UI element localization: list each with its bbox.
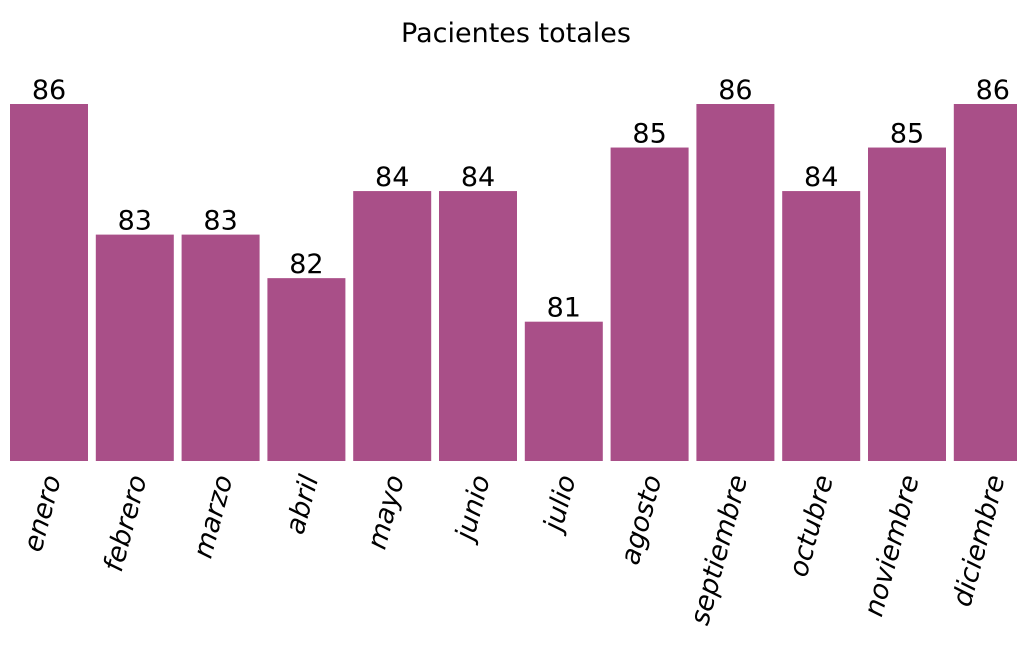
x-tick-label: febrero — [98, 472, 153, 575]
bar — [524, 321, 603, 461]
bar — [181, 234, 260, 461]
bar — [953, 104, 1017, 461]
x-tick-label: junio — [449, 472, 497, 547]
x-tick-label: septiembre — [684, 472, 754, 628]
bar — [10, 104, 88, 461]
bar — [439, 191, 517, 461]
value-label: 83 — [203, 206, 237, 237]
x-tick-label: enero — [18, 472, 68, 555]
bar — [95, 234, 174, 461]
chart-title: Pacientes totales — [401, 18, 631, 49]
value-label: 82 — [289, 249, 323, 280]
x-tick-label: agosto — [615, 472, 669, 568]
bar — [267, 278, 346, 461]
value-label: 85 — [890, 119, 924, 150]
bar — [782, 191, 861, 461]
value-label: 83 — [118, 206, 152, 237]
value-label: 81 — [547, 293, 581, 324]
bar — [353, 191, 432, 461]
value-label: 86 — [32, 75, 66, 106]
x-tick-label: octubre — [783, 472, 840, 580]
x-tick-label: abril — [280, 471, 326, 537]
bar — [696, 104, 775, 461]
x-tick-label: noviembre — [858, 472, 925, 620]
value-label: 86 — [718, 75, 752, 106]
x-tick-label: diciembre — [947, 472, 1012, 610]
value-label: 85 — [632, 119, 666, 150]
value-label: 84 — [461, 162, 495, 193]
value-label: 84 — [375, 162, 409, 193]
x-tick-label: marzo — [188, 472, 240, 562]
x-tick-label: julio — [537, 472, 583, 538]
bar — [610, 147, 689, 461]
x-tick-label: mayo — [362, 472, 411, 553]
value-label: 84 — [804, 162, 838, 193]
value-label: 86 — [976, 75, 1010, 106]
bar — [868, 147, 946, 461]
